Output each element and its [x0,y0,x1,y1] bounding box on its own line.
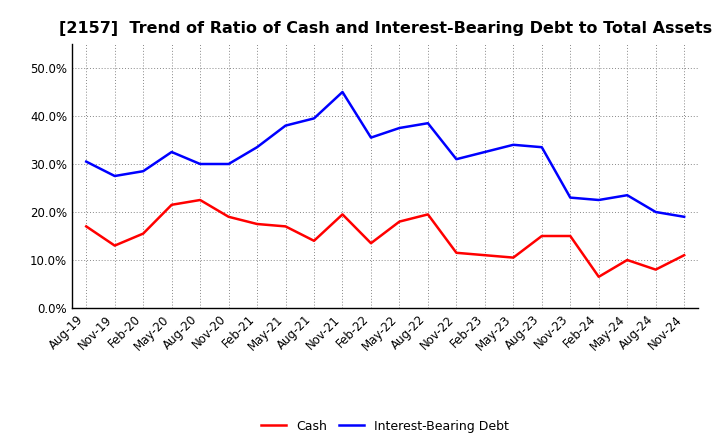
Line: Cash: Cash [86,200,684,277]
Cash [623,257,631,263]
Cash [225,214,233,220]
Interest-Bearing Debt [310,116,318,121]
Cash [537,233,546,238]
Cash [680,253,688,258]
Line: Interest-Bearing Debt: Interest-Bearing Debt [86,92,684,217]
Interest-Bearing Debt [423,121,432,126]
Interest-Bearing Debt [253,145,261,150]
Legend: Cash, Interest-Bearing Debt: Cash, Interest-Bearing Debt [256,414,514,437]
Cash [282,224,290,229]
Cash [253,221,261,227]
Interest-Bearing Debt [110,173,119,179]
Interest-Bearing Debt [623,193,631,198]
Cash [423,212,432,217]
Interest-Bearing Debt [537,145,546,150]
Cash [652,267,660,272]
Cash [82,224,91,229]
Interest-Bearing Debt [82,159,91,164]
Cash [509,255,518,260]
Interest-Bearing Debt [139,169,148,174]
Cash [310,238,318,243]
Title: [2157]  Trend of Ratio of Cash and Interest-Bearing Debt to Total Assets: [2157] Trend of Ratio of Cash and Intere… [58,21,712,36]
Interest-Bearing Debt [652,209,660,215]
Cash [395,219,404,224]
Cash [139,231,148,236]
Interest-Bearing Debt [196,161,204,167]
Interest-Bearing Debt [366,135,375,140]
Cash [595,274,603,279]
Interest-Bearing Debt [509,142,518,147]
Cash [110,243,119,248]
Interest-Bearing Debt [225,161,233,167]
Interest-Bearing Debt [680,214,688,220]
Interest-Bearing Debt [282,123,290,128]
Interest-Bearing Debt [338,89,347,95]
Cash [480,253,489,258]
Interest-Bearing Debt [395,125,404,131]
Cash [167,202,176,207]
Interest-Bearing Debt [566,195,575,200]
Cash [338,212,347,217]
Interest-Bearing Debt [452,157,461,162]
Interest-Bearing Debt [595,198,603,203]
Cash [366,241,375,246]
Interest-Bearing Debt [167,149,176,154]
Cash [566,233,575,238]
Cash [196,198,204,203]
Interest-Bearing Debt [480,149,489,154]
Cash [452,250,461,256]
